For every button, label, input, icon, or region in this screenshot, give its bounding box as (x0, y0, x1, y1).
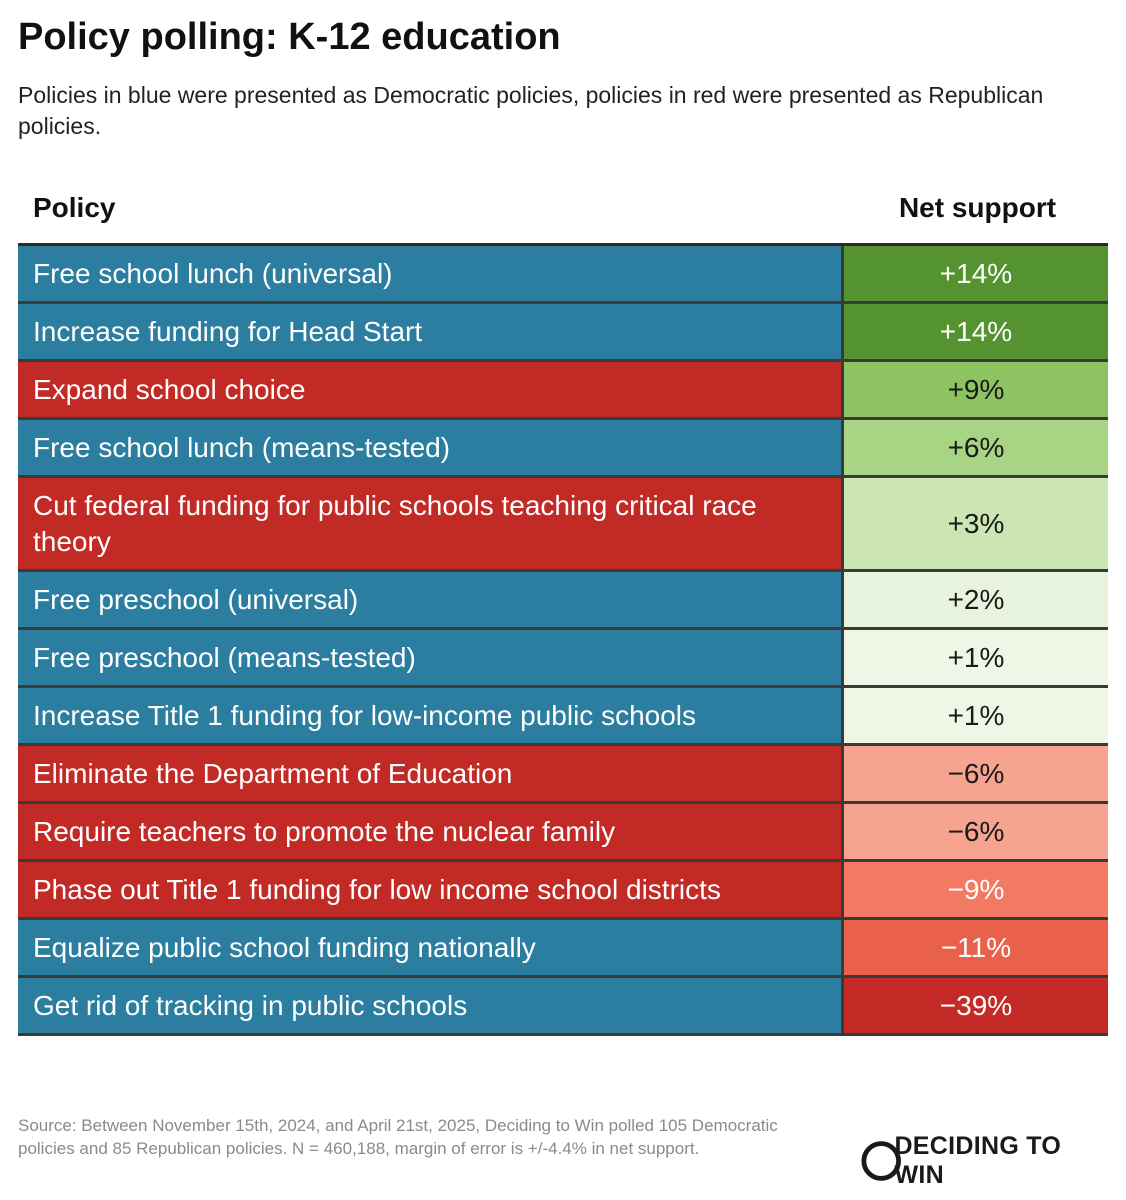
policy-cell: Expand school choice (18, 362, 844, 417)
net-support-cell: +1% (844, 630, 1108, 685)
net-support-cell: +3% (844, 478, 1108, 569)
chart-subtitle: Policies in blue were presented as Democ… (18, 82, 1044, 139)
policy-table: Free school lunch (universal) +14% Increas… (18, 243, 1108, 1036)
deciding-to-win-logo-icon (861, 1141, 901, 1181)
net-support-cell: −39% (844, 978, 1108, 1033)
logo-text: DECIDING TO WIN (894, 1132, 1062, 1189)
net-support-cell: −6% (844, 804, 1108, 859)
table-row: Require teachers to promote the nuclear … (18, 804, 1108, 862)
net-support-cell: +2% (844, 572, 1108, 627)
table-row: Expand school choice +9% (18, 362, 1108, 420)
policy-cell: Get rid of tracking in public schools (18, 978, 844, 1033)
net-support-cell: +14% (844, 246, 1108, 301)
logo: DECIDING TO WIN (860, 1132, 1110, 1189)
policy-cell: Free preschool (means-tested) (18, 630, 844, 685)
policy-cell: Free school lunch (universal) (18, 246, 844, 301)
chart-title: Policy polling: K-12 education (18, 16, 561, 58)
policy-cell: Equalize public school funding nationall… (18, 920, 844, 975)
table-row: Increase funding for Head Start +14% (18, 304, 1108, 362)
policy-cell: Increase Title 1 funding for low-income … (18, 688, 844, 743)
table-header: Policy Net support (18, 192, 1108, 240)
net-support-cell: −9% (844, 862, 1108, 917)
net-support-cell: +9% (844, 362, 1108, 417)
policy-cell: Phase out Title 1 funding for low income… (18, 862, 844, 917)
header-net-support: Net support (898, 192, 1057, 223)
net-support-cell: +6% (844, 420, 1108, 475)
net-support-cell: +14% (844, 304, 1108, 359)
table-row: Free school lunch (universal) +14% (18, 246, 1108, 304)
net-support-cell: −11% (844, 920, 1108, 975)
net-support-cell: −6% (844, 746, 1108, 801)
table-row: Cut federal funding for public schools t… (18, 478, 1108, 572)
table-row: Free school lunch (means-tested) +6% (18, 420, 1108, 478)
policy-cell: Require teachers to promote the nuclear … (18, 804, 844, 859)
table-row: Increase Title 1 funding for low-income … (18, 688, 1108, 746)
policy-cell: Free school lunch (means-tested) (18, 420, 844, 475)
net-support-cell: +1% (844, 688, 1108, 743)
table-row: Phase out Title 1 funding for low income… (18, 862, 1108, 920)
source-note: Source: Between November 15th, 2024, and… (18, 1116, 778, 1158)
policy-cell: Free preschool (universal) (18, 572, 844, 627)
policy-cell: Increase funding for Head Start (18, 304, 844, 359)
policy-cell: Eliminate the Department of Education (18, 746, 844, 801)
table-row: Free preschool (means-tested) +1% (18, 630, 1108, 688)
policy-cell: Cut federal funding for public schools t… (18, 478, 844, 569)
table-row: Get rid of tracking in public schools −39… (18, 978, 1108, 1036)
header-policy: Policy (33, 192, 116, 223)
table-row: Equalize public school funding nationall… (18, 920, 1108, 978)
table-row: Eliminate the Department of Education −6% (18, 746, 1108, 804)
table-row: Free preschool (universal) +2% (18, 572, 1108, 630)
